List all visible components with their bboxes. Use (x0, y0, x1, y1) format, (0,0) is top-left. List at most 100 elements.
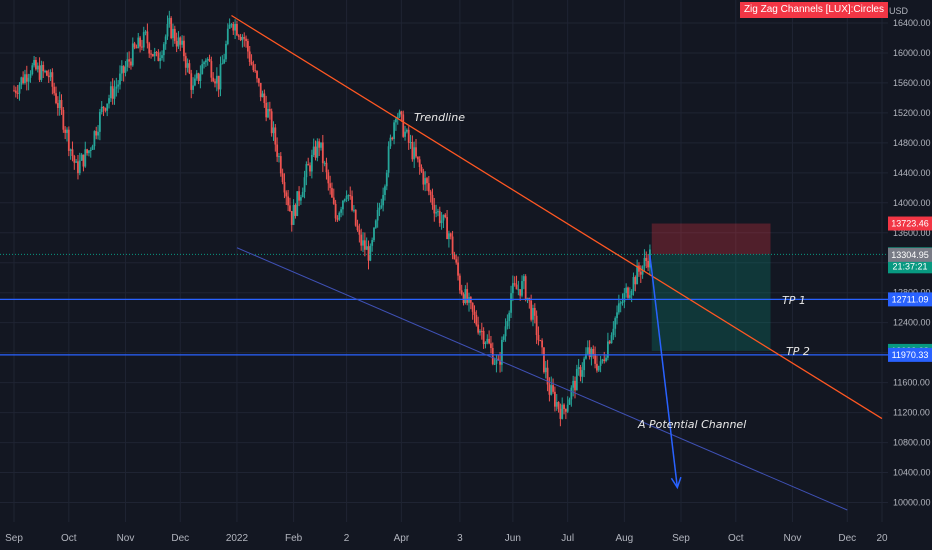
price-tag[interactable] (888, 216, 932, 231)
candle-body (256, 71, 258, 79)
x-tick-label: Apr (394, 533, 410, 544)
indicator-label[interactable]: Zig Zag Channels [LUX]:Circles (739, 2, 888, 18)
candle-body (510, 293, 512, 313)
candle-body (579, 367, 582, 377)
candle-body (464, 289, 467, 304)
candle-body (597, 365, 600, 371)
y-tick-label: 15600.00 (893, 78, 931, 88)
candle-body (457, 262, 459, 276)
candle-body (309, 165, 311, 172)
candle-body (513, 283, 516, 285)
channel-lower-line[interactable] (236, 247, 848, 511)
candle-body (215, 75, 218, 84)
candle-body (482, 330, 485, 345)
candle-body (267, 108, 269, 118)
candle-body (104, 108, 107, 111)
candle-body (603, 359, 606, 362)
candle-body (206, 59, 209, 61)
candle-body (225, 43, 227, 60)
candle-body (223, 59, 226, 64)
x-tick-label: 2022 (226, 533, 249, 544)
candle-body (113, 88, 116, 99)
x-tick-label: Sep (672, 533, 690, 544)
candle-body (137, 37, 140, 49)
candle-body (230, 24, 233, 26)
candle-body (38, 65, 41, 80)
candle-body (234, 23, 237, 31)
time-axis[interactable] (0, 522, 932, 550)
take-profit-zone[interactable] (651, 254, 771, 351)
candle-body (596, 363, 598, 371)
candle-body (204, 60, 207, 63)
trendline[interactable] (231, 14, 883, 420)
candle-body (601, 359, 604, 362)
candle-body (462, 294, 465, 304)
candle-body (645, 257, 648, 261)
candle-body (91, 146, 94, 150)
x-tick-label: 20 (876, 533, 888, 544)
y-tick-label: 14000.00 (893, 198, 931, 208)
price-tag-value: 12711.09 (892, 294, 929, 304)
candle-body (349, 195, 352, 197)
tp2-label[interactable]: TP 2 (786, 345, 810, 358)
candle-body (67, 129, 70, 151)
candle-body (440, 220, 443, 224)
candle-body (548, 384, 551, 395)
candle-body (448, 233, 450, 240)
candle-body (499, 360, 501, 365)
candle-body (102, 106, 105, 109)
candle-body (314, 146, 317, 158)
channel-projection-label[interactable]: A Potential Channel (637, 418, 746, 431)
candle-body (588, 347, 591, 358)
trendline-label[interactable]: Trendline (414, 111, 465, 124)
candle-body (82, 154, 85, 167)
price-tag[interactable] (888, 292, 932, 307)
candle-body (634, 277, 637, 285)
candle-body (283, 182, 286, 193)
candle-body (420, 166, 423, 172)
candle-body (117, 84, 120, 87)
candle-body (446, 217, 448, 240)
candle-body (51, 72, 54, 87)
candle-body (400, 111, 403, 115)
candle-body (151, 54, 154, 57)
candle-body (265, 102, 268, 118)
candle-body (172, 28, 174, 39)
price-axis[interactable] (888, 0, 932, 550)
candle-body (475, 314, 478, 325)
candle-body (378, 207, 381, 210)
price-tag[interactable] (888, 347, 932, 362)
candle-body (575, 368, 578, 391)
candle-body (543, 347, 545, 373)
candle-body (504, 326, 507, 337)
price-tag[interactable] (888, 247, 932, 262)
candle-body (541, 340, 544, 348)
projection-arrow-line[interactable] (649, 255, 679, 488)
candle-body (188, 63, 191, 74)
tp1-label[interactable]: TP 1 (782, 294, 806, 307)
candle-body (318, 141, 321, 148)
candle-body (272, 127, 275, 134)
candle-body (29, 73, 32, 78)
candle-body (157, 52, 160, 62)
candle-body (199, 74, 202, 81)
candle-body (508, 312, 511, 322)
candle-body (590, 348, 593, 358)
candle-body (279, 156, 282, 174)
y-tick-label: 11600.00 (893, 378, 930, 388)
candle-body (305, 164, 308, 178)
candle-body (97, 131, 99, 136)
candle-body (566, 404, 569, 412)
candle-body (393, 122, 395, 139)
candle-body (347, 195, 350, 197)
candle-body (164, 36, 167, 45)
candle-body (126, 59, 129, 67)
x-tick-label: Feb (285, 533, 303, 544)
stop-loss-zone[interactable] (651, 223, 771, 255)
candle-body (203, 62, 205, 65)
candle-body (581, 370, 584, 377)
x-tick-label: Jun (505, 533, 521, 544)
candle-body (75, 161, 78, 163)
x-tick-label: Jul (561, 533, 574, 544)
